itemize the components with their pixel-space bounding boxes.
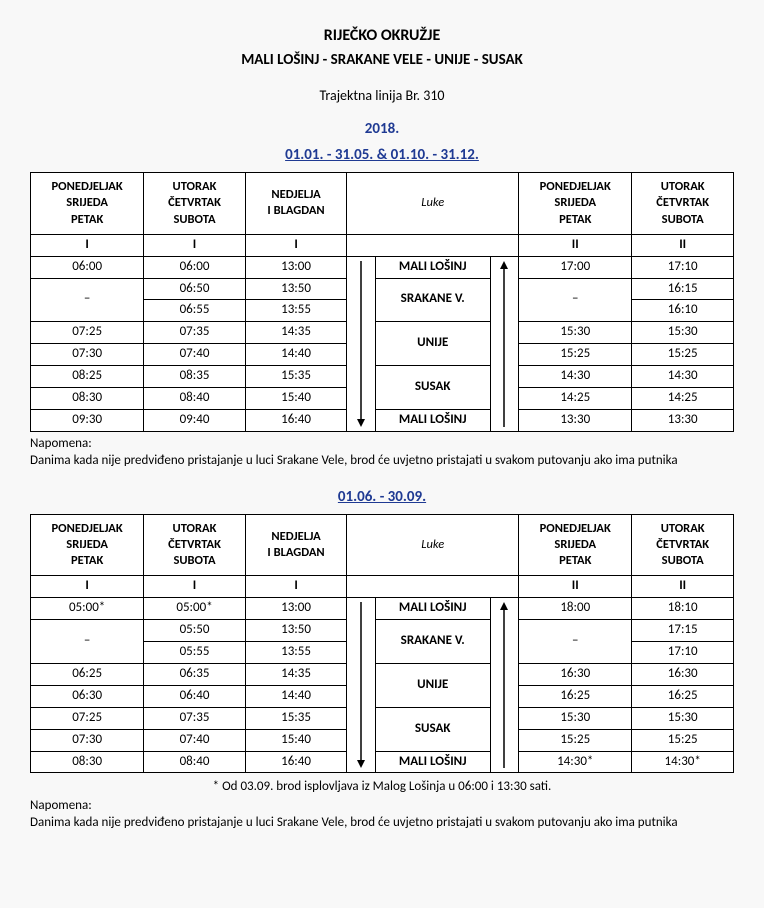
line-number: Trajektna linija Br. 310 bbox=[30, 87, 734, 104]
date-range-2: 01.06. - 30.09. bbox=[30, 488, 734, 506]
year: 2018. bbox=[30, 120, 734, 138]
note-text-1: Danima kada nije predviđeno pristajanje … bbox=[30, 453, 734, 470]
asterisk-note: * Od 03.09. brod isplovljava iz Malog Lo… bbox=[30, 779, 734, 794]
route-title: MALI LOŠINJ - SRAKANE VELE - UNIJE - SUS… bbox=[30, 51, 734, 69]
schedule-table-1: PONEDJELJAKSRIJEDAPETAKUTORAKČETVRTAKSUB… bbox=[30, 172, 734, 432]
date-range-1: 01.01. - 31.05. & 01.10. - 31.12. bbox=[30, 146, 734, 164]
note-heading-1: Napomena: bbox=[30, 436, 734, 451]
region-title: RIJEČKO OKRUŽJE bbox=[30, 26, 734, 45]
schedule-table-2: PONEDJELJAKSRIJEDAPETAKUTORAKČETVRTAKSUB… bbox=[30, 514, 734, 774]
note-text-2: Danima kada nije predviđeno pristajanje … bbox=[30, 815, 734, 832]
note-heading-2: Napomena: bbox=[30, 798, 734, 813]
